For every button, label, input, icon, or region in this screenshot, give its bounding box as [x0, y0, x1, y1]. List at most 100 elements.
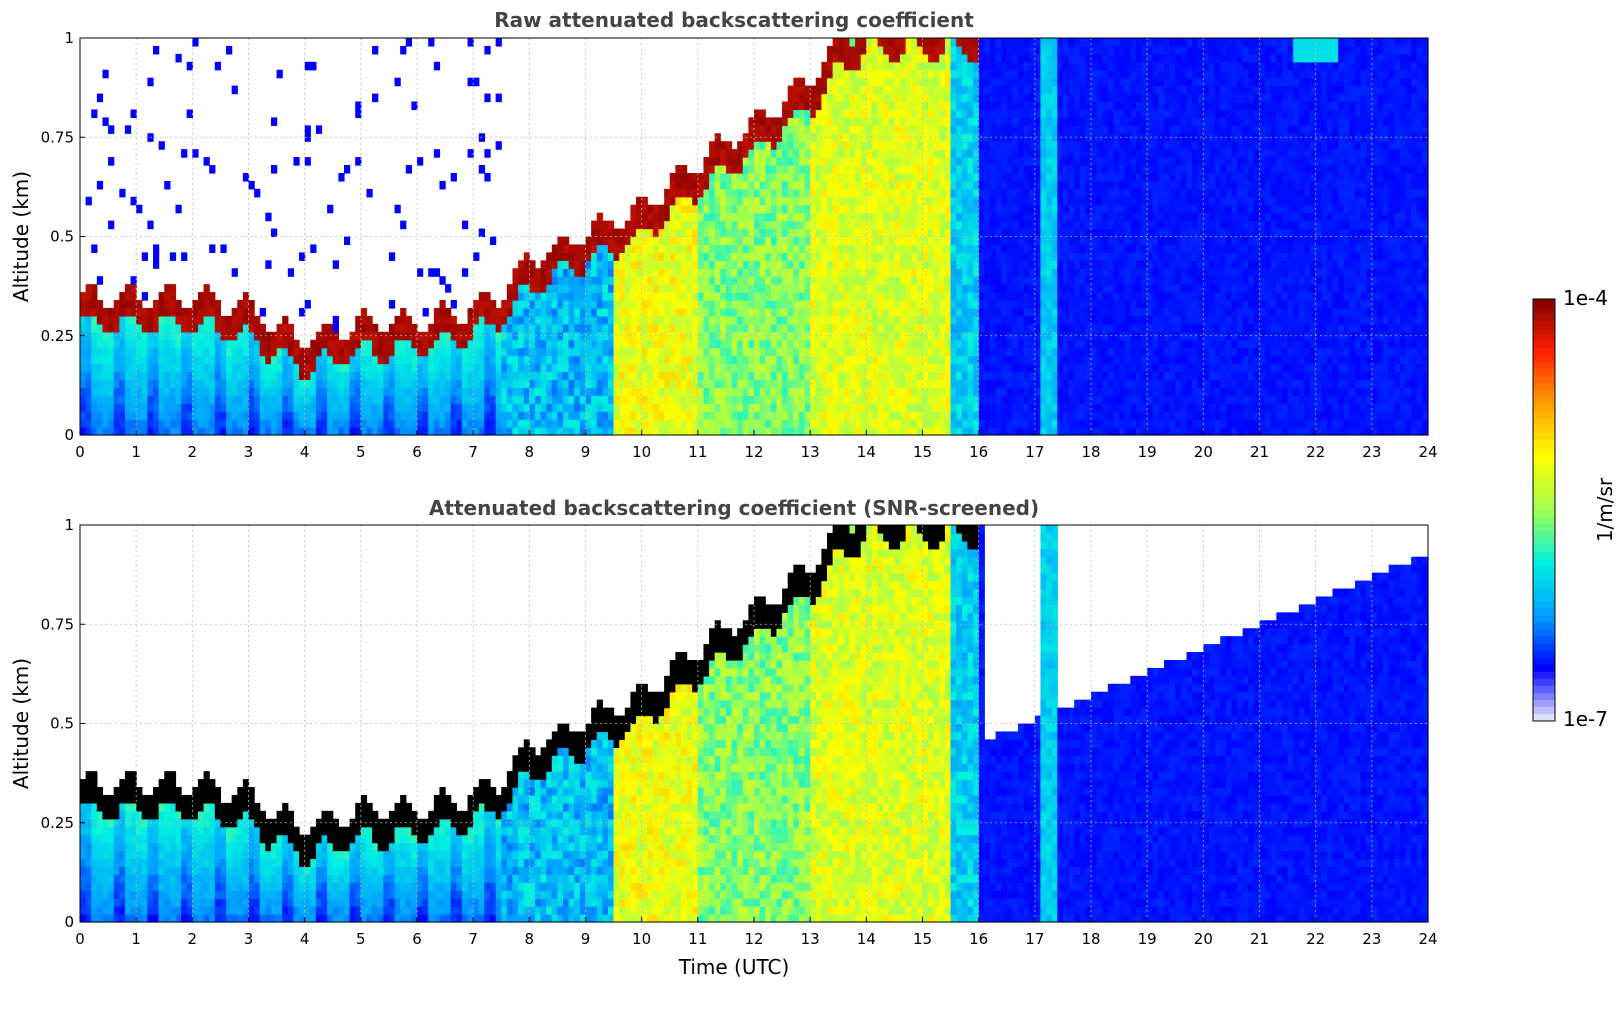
heatmap-cell [961, 419, 969, 428]
heatmap-cell [860, 427, 867, 436]
heatmap-cell [1012, 363, 1019, 373]
heatmap-cell [950, 244, 957, 253]
heatmap-cell [529, 268, 536, 277]
heatmap-cell [731, 371, 738, 381]
heatmap-cell [961, 260, 969, 269]
heatmap-cell [175, 355, 182, 365]
heatmap-cell [602, 355, 609, 365]
heatmap-cell [636, 347, 643, 357]
heatmap-cell [490, 355, 497, 365]
heatmap-cell [838, 53, 845, 63]
heatmap-cell [563, 323, 570, 333]
heatmap-cell [669, 395, 676, 404]
heatmap-cell [579, 363, 587, 373]
heatmap-cell [675, 355, 682, 365]
heatmap-cell [703, 172, 710, 182]
heatmap-cell [383, 371, 390, 381]
heatmap-cell [119, 427, 126, 436]
heatmap-cell [310, 379, 317, 388]
heatmap-cell [130, 109, 137, 118]
heatmap-cell [186, 331, 193, 341]
heatmap-cell [855, 315, 862, 325]
heatmap-cell [984, 220, 991, 230]
heatmap-cell [534, 339, 542, 349]
heatmap-cell [855, 355, 862, 365]
heatmap-cell [692, 268, 699, 277]
heatmap-cell [804, 276, 811, 285]
heatmap-cell [933, 252, 940, 261]
heatmap-cell [714, 323, 721, 333]
heatmap-cell [512, 276, 519, 285]
heatmap-cell [759, 268, 766, 277]
heatmap-cell [102, 411, 109, 420]
heatmap-cell [495, 371, 502, 381]
heatmap-cell [422, 387, 429, 396]
heatmap-cell [596, 292, 603, 301]
heatmap-cell [1006, 61, 1013, 71]
heatmap-cell [1017, 403, 1025, 412]
heatmap-cell [877, 141, 884, 150]
heatmap-cell [770, 268, 778, 277]
heatmap-cell [793, 117, 800, 126]
heatmap-cell [697, 292, 705, 301]
heatmap-cell [860, 252, 867, 261]
heatmap-cell [136, 331, 143, 341]
heatmap-cell [956, 157, 963, 166]
heatmap-cell [692, 379, 699, 388]
heatmap-cell [563, 307, 570, 317]
heatmap-cell [776, 379, 783, 388]
heatmap-cell [332, 347, 339, 357]
heatmap-cell [377, 379, 384, 388]
heatmap-cell [175, 53, 182, 63]
heatmap-cell [871, 315, 879, 325]
heatmap-cell [978, 196, 985, 206]
heatmap-cell [647, 252, 654, 261]
heatmap-cell [692, 204, 699, 214]
heatmap-cell [916, 363, 924, 373]
heatmap-cell [585, 427, 592, 436]
heatmap-cell [911, 419, 918, 428]
heatmap-cell [894, 220, 901, 230]
heatmap-cell [164, 300, 171, 309]
heatmap-cell [108, 307, 115, 317]
heatmap-cell [1006, 101, 1013, 111]
heatmap-cell [827, 427, 834, 436]
heatmap-cell [765, 411, 772, 420]
heatmap-cell [237, 339, 244, 349]
heatmap-cell [456, 347, 463, 357]
heatmap-cell [641, 347, 648, 357]
heatmap-cell [119, 323, 126, 333]
heatmap-cell [855, 347, 862, 357]
heatmap-cell [304, 133, 311, 142]
heatmap-cell [209, 307, 216, 317]
heatmap-cell [1029, 85, 1036, 95]
heatmap-cell [652, 427, 660, 436]
heatmap-cell [905, 395, 912, 404]
heatmap-cell [961, 355, 969, 365]
heatmap-cell [933, 403, 940, 412]
heatmap-cell [540, 307, 547, 317]
heatmap-cell [248, 427, 255, 436]
heatmap-cell [602, 292, 609, 301]
heatmap-cell [798, 196, 806, 206]
heatmap-cell [967, 157, 974, 166]
heatmap-cell [484, 300, 491, 309]
heatmap-cell [950, 117, 957, 126]
heatmap-cell [568, 244, 575, 253]
heatmap-cell [815, 133, 822, 142]
heatmap-cell [995, 228, 1002, 238]
heatmap-cell [765, 212, 772, 222]
heatmap-cell [849, 165, 856, 174]
heatmap-cell [843, 93, 851, 103]
heatmap-cell [192, 149, 199, 158]
heatmap-cell [220, 331, 227, 341]
heatmap-cell [810, 149, 817, 158]
heatmap-cell [967, 260, 974, 269]
heatmap-cell [467, 323, 474, 333]
heatmap-cell [843, 292, 851, 301]
heatmap-cell [697, 307, 705, 317]
heatmap-cell [591, 236, 598, 246]
heatmap-cell [1006, 165, 1013, 174]
heatmap-cell [669, 363, 676, 373]
heatmap-cell [585, 419, 592, 428]
